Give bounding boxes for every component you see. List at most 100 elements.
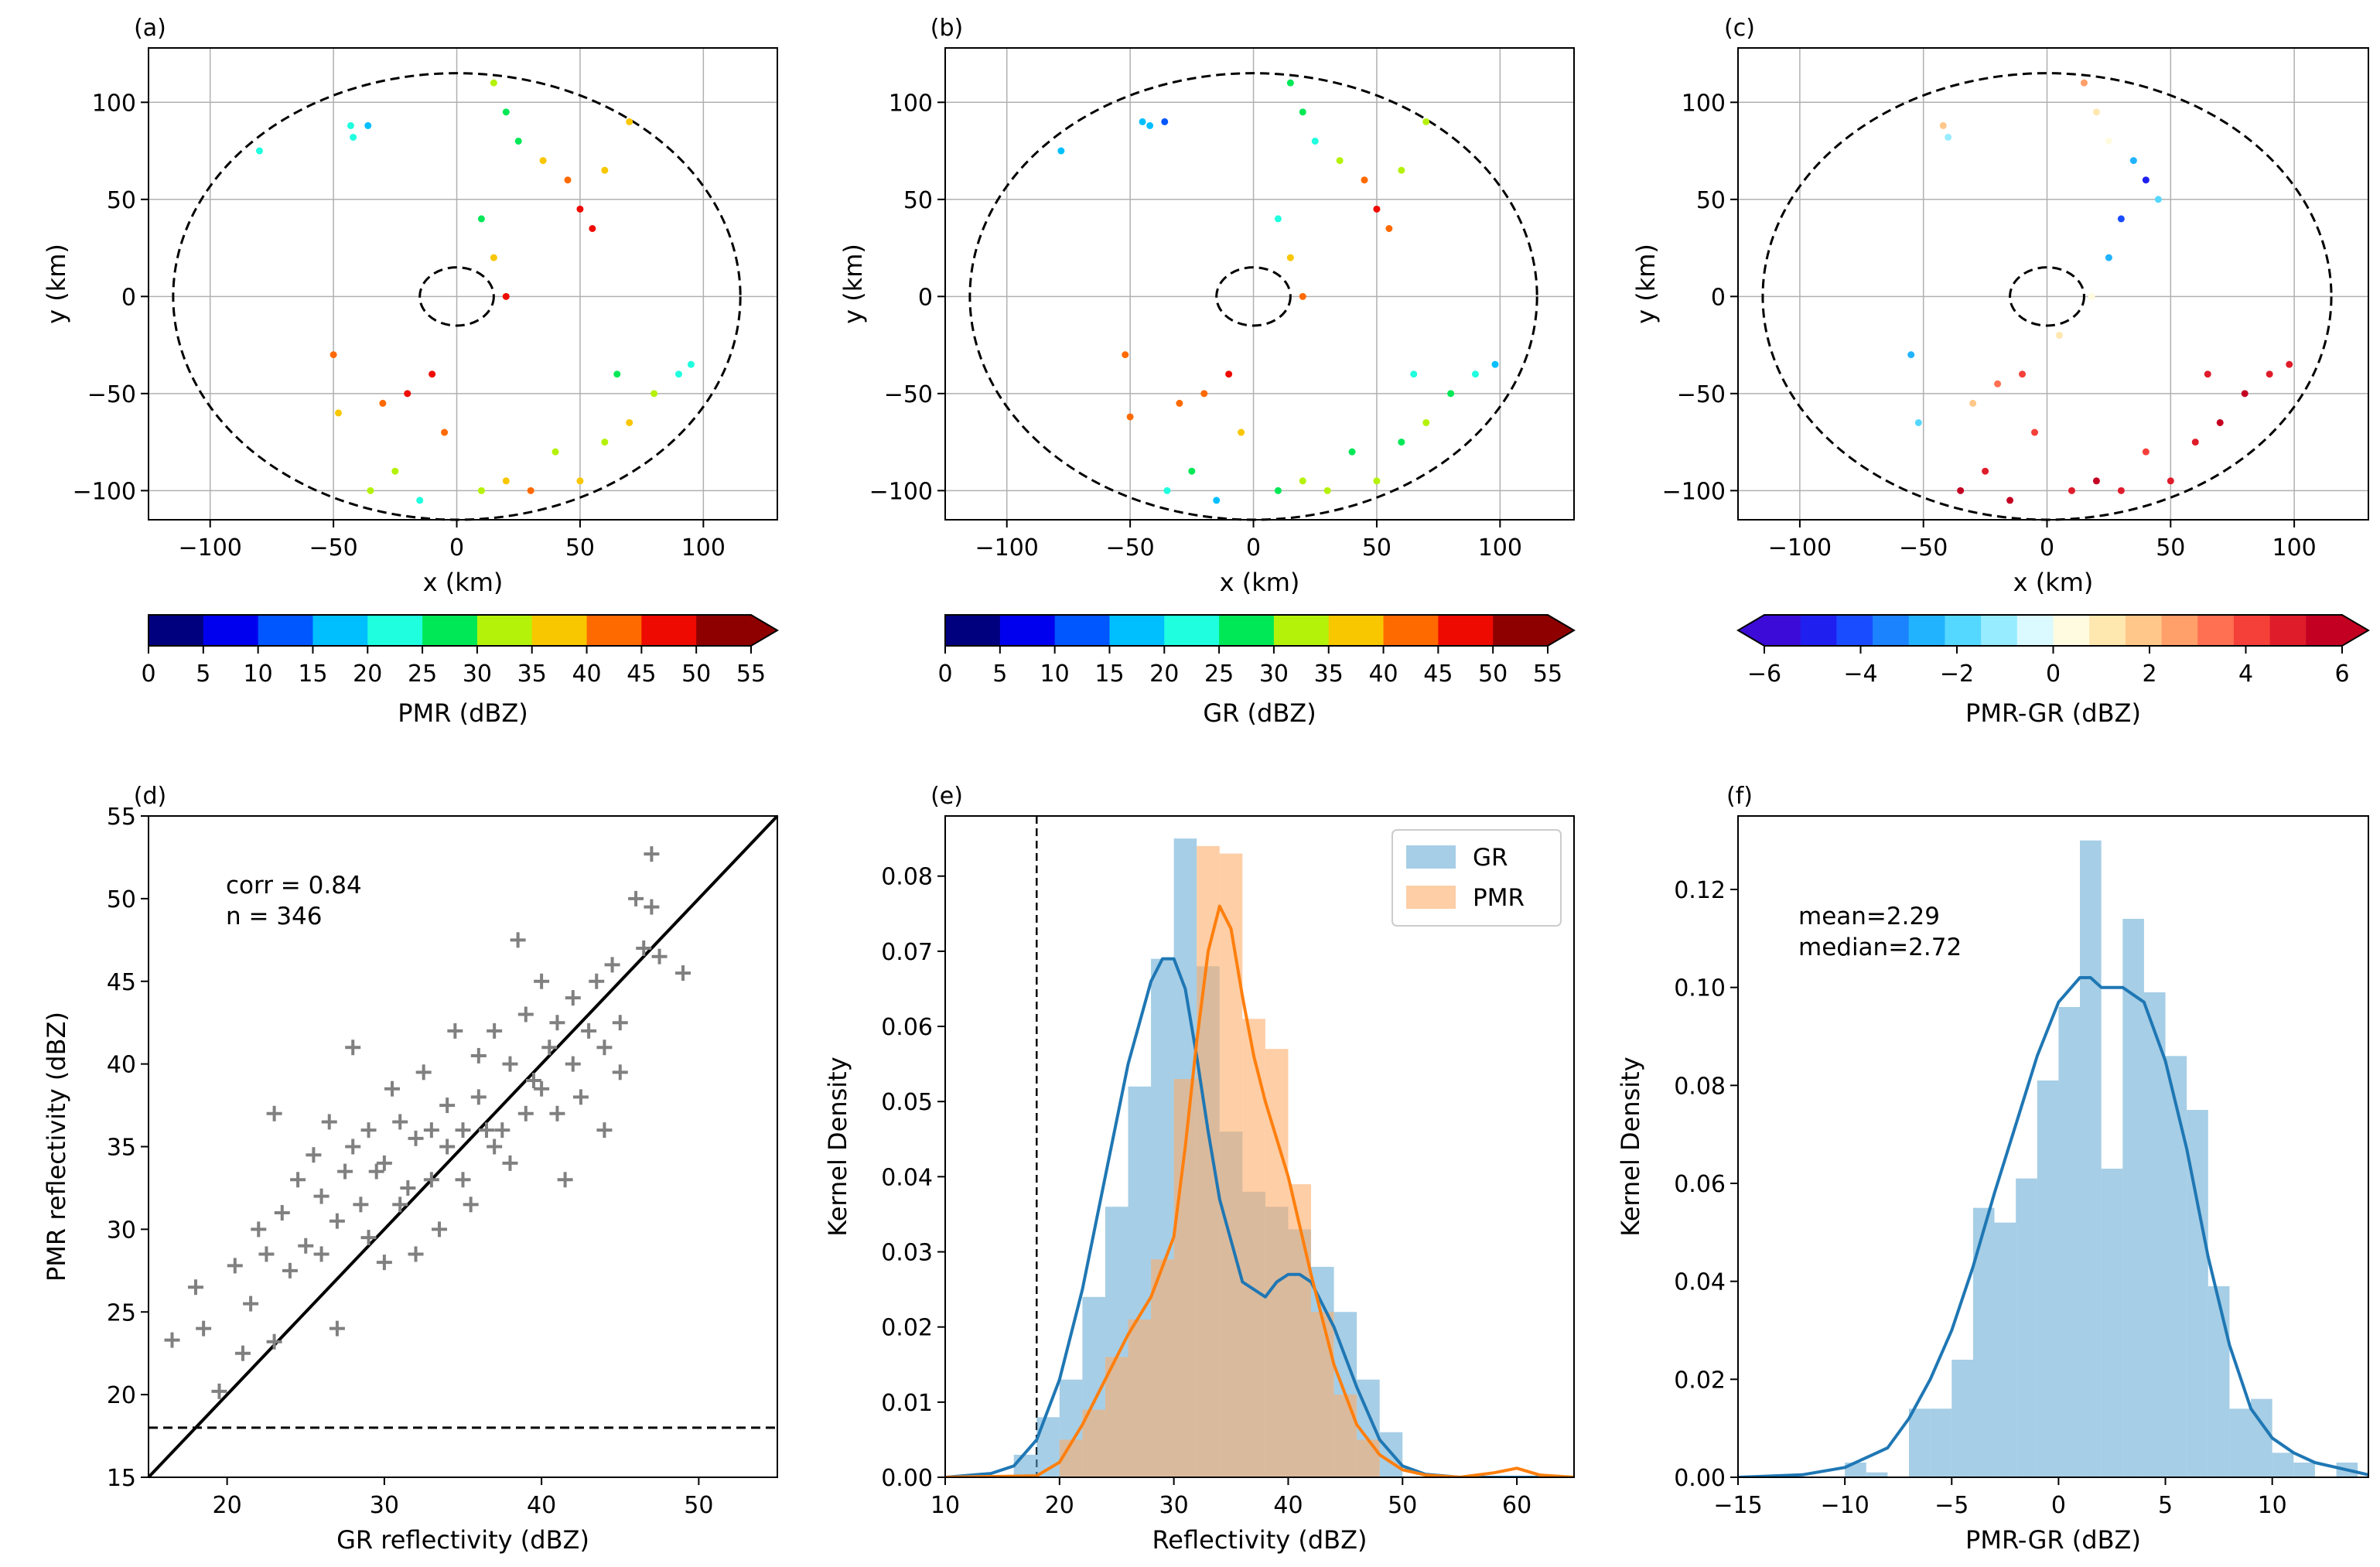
reflectivity-point [514,137,522,145]
reflectivity-point [564,176,572,184]
reflectivity-point [1299,477,1306,485]
colorbar-tick-label: 40 [572,661,601,688]
y-tick-label: 30 [107,1217,136,1244]
panel-label-c: (c) [1724,15,1755,42]
median-annotation: median=2.72 [1798,934,1962,961]
reflectivity-point [1336,157,1344,165]
legend-swatch-gr [1406,845,1456,869]
y-tick-label: 100 [92,90,136,117]
scatter-point [353,1197,369,1213]
colorbar-segment [1981,615,2018,646]
colorbar-tick-label: −4 [1843,661,1877,688]
colorbar-tick-label: 50 [1478,661,1508,688]
x-tick-label: −100 [179,534,242,562]
hist-bar-pmr-gr [2080,840,2102,1477]
scatter-point [517,1006,534,1022]
colorbar-segment [2161,615,2198,646]
scatter-point [400,1180,416,1196]
colorbar-segment [1836,615,1873,646]
colorbar-segment [2016,615,2054,646]
x-axis-label: Reflectivity (dBZ) [1152,1525,1368,1555]
reflectivity-point [1225,370,1233,378]
axes-frame [1737,47,2369,521]
scatter-point [423,1122,439,1139]
scatter-point [290,1172,306,1188]
hist-bar-pmr [1288,1184,1312,1477]
scatter-point [525,1073,541,1088]
axes-frame [148,47,778,521]
scatter-point [487,1139,503,1155]
reflectivity-point [2216,418,2224,426]
reflectivity-point [601,166,609,174]
panel-label-d: (d) [134,783,166,810]
colorbar-tick-label: 0 [141,661,155,688]
scatter-point [517,1105,534,1121]
kde-line-gr [945,957,1574,1477]
colorbar-segment [2125,615,2163,646]
scatter-point [565,990,581,1006]
colorbar-segment [1219,615,1275,646]
reflectivity-point [2068,486,2075,494]
colorbar-segment [696,615,752,646]
colorbar-tick-label: 50 [681,661,711,688]
y-tick-label: 40 [107,1052,136,1079]
scatter-point [447,1022,463,1039]
reflectivity-point [2266,370,2273,378]
y-tick-label: 0 [1711,284,1726,311]
x-tick-label: −100 [975,534,1039,562]
hist-bar-pmr [1082,1409,1105,1477]
mean-annotation: mean=2.29 [1798,903,1940,930]
colorbar-extend-max [2342,615,2368,646]
reflectivity-point [1274,486,1282,494]
panel-label-f: (f) [1726,783,1753,810]
axes-frame [1737,815,2369,1478]
hist-bar-pmr [1128,1319,1152,1477]
scatter-point [612,1015,628,1031]
hist-bar-pmr-gr [2165,1056,2187,1477]
colorbar-extend-max [1548,615,1574,646]
colorbar-segment [999,615,1056,646]
x-tick-label: 0 [2051,1492,2066,1519]
panel-label-b: (b) [930,15,963,42]
inner-range-ring [1215,266,1292,327]
colorbar-tick-label: 5 [196,661,210,688]
scatter-point [313,1246,330,1262]
y-tick-label: 0.01 [881,1390,933,1417]
colorbar-segment [1800,615,1837,646]
reflectivity-point [334,409,342,417]
axes-frame [944,815,1575,1478]
reflectivity-point [404,390,411,398]
scatter-point [345,1040,361,1056]
reflectivity-point [1907,351,1915,359]
y-tick-label: −50 [1677,381,1726,408]
reflectivity-point [477,215,485,223]
hist-bar-pmr [1265,1049,1289,1477]
hist-bar-pmr-gr [2101,1169,2123,1477]
reflectivity-point [2055,332,2063,340]
scatter-point [644,846,660,862]
y-tick-label: 0.06 [881,1014,933,1041]
x-axis-label: x (km) [423,568,504,597]
kde-line-pmr-gr [1738,976,2368,1477]
reflectivity-point [2241,390,2249,398]
colorbar-segment [1873,615,1910,646]
x-axis-label: x (km) [2013,568,2094,597]
y-tick-label: −50 [884,381,933,408]
y-axis-label: Kernel Density [1616,1057,1645,1236]
scatter-point [534,973,550,989]
panel-c: −100 −50 0 50 100 −100 −50 0 50 100 (c) x (km) y (km… [1631,15,2370,728]
reflectivity-point [350,133,357,141]
reflectivity-point [2092,108,2100,116]
colorbar-label: PMR (dBZ) [398,698,528,728]
legend-swatch-pmr [1406,886,1456,909]
reflectivity-point [490,254,497,261]
reflectivity-point [477,486,485,494]
scatter-point [298,1238,314,1254]
hist-bar-pmr-gr [2208,1286,2230,1477]
reflectivity-point [502,108,510,116]
scatter-point [227,1258,243,1274]
colorbar-tick-label: 45 [1423,661,1453,688]
scatter-point [534,1081,550,1097]
reflectivity-point [2006,497,2014,504]
scatter-point [581,1022,597,1039]
